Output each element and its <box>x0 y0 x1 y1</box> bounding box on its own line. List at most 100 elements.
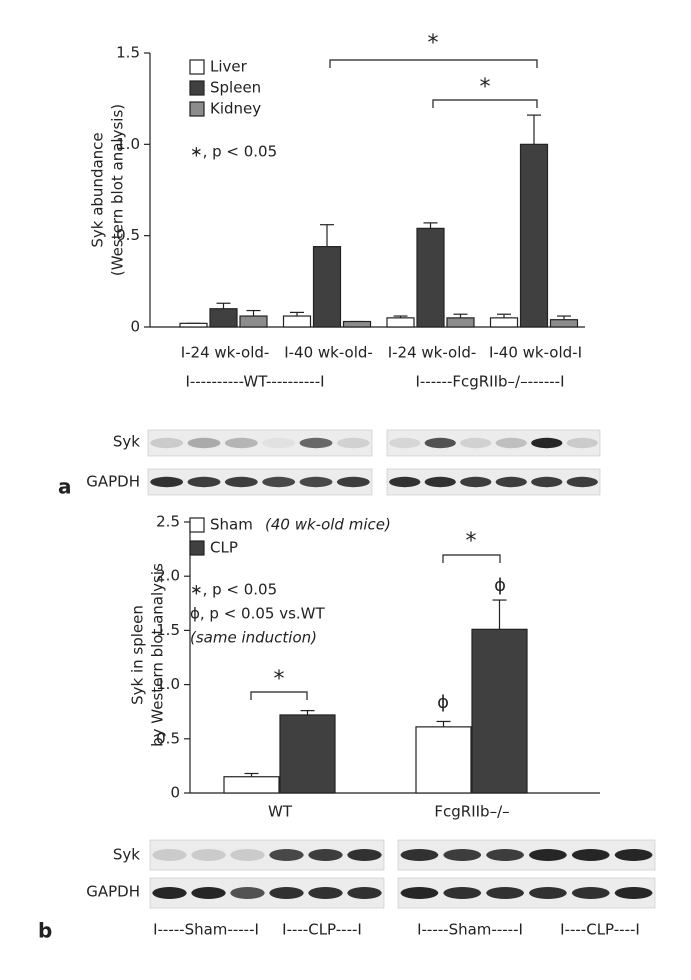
blot-band <box>347 849 382 861</box>
category-group: I----------WT----------I <box>185 373 324 391</box>
legend-label: Spleen <box>210 79 261 97</box>
y-tick-label: 0.5 <box>156 729 180 747</box>
y-tick-label: 0 <box>130 318 140 336</box>
blot-band <box>336 476 370 488</box>
blot-band <box>571 849 610 861</box>
blot-band <box>269 849 304 861</box>
bracket <box>250 691 308 700</box>
legend-swatch <box>189 517 205 533</box>
blot-band <box>443 887 482 899</box>
legend-swatch <box>189 101 205 117</box>
blot-band <box>460 476 492 488</box>
blot-group: I----CLP----I <box>282 921 362 939</box>
bar <box>239 315 268 328</box>
blot-strip <box>386 468 601 496</box>
significance: ϕ <box>437 692 449 713</box>
bar <box>209 308 238 328</box>
x-tick-label: WT <box>268 803 293 821</box>
legend-swatch <box>189 80 205 96</box>
blot-band <box>486 887 524 899</box>
blot-band <box>424 437 456 449</box>
blot-strip <box>397 877 656 909</box>
y-tick-label: 1.5 <box>116 44 140 62</box>
blot-group: I-----Sham-----I <box>417 921 523 939</box>
significance: * <box>428 31 439 56</box>
annotation: ∗, p < 0.05 <box>190 143 277 161</box>
blot-band <box>152 849 187 861</box>
bracket <box>329 59 538 68</box>
blot-group: I----CLP----I <box>560 921 640 939</box>
legend-label: Kidney <box>210 100 261 118</box>
blot-band <box>299 437 333 449</box>
bar <box>549 319 579 328</box>
y-tick-label: 0.5 <box>116 226 140 244</box>
annotation: ∗, p < 0.05 <box>190 581 277 599</box>
bar <box>179 322 208 328</box>
annotation: (same induction) <box>190 629 317 647</box>
blot-band <box>424 476 456 488</box>
legend-swatch <box>189 59 205 75</box>
blot-band <box>269 887 304 899</box>
blot-band <box>495 476 527 488</box>
y-axis-label: by Western blot analysis <box>149 563 167 747</box>
blot-band <box>389 476 421 488</box>
blot-band <box>531 437 563 449</box>
legend-swatch <box>189 540 205 556</box>
bar <box>279 714 336 794</box>
category-group: I------FcgRIIb–/–------I <box>415 373 564 391</box>
blot-band <box>230 849 265 861</box>
bar <box>223 776 280 794</box>
blot-band <box>191 849 226 861</box>
y-axis-label: Syk abundance <box>89 132 107 247</box>
bar <box>415 726 472 794</box>
blot-label: GAPDH <box>86 473 140 491</box>
blot-band <box>230 887 265 899</box>
blot-band <box>187 476 221 488</box>
blot-band <box>531 476 563 488</box>
blot-band <box>529 849 567 861</box>
blot-band <box>571 887 610 899</box>
blot-label: GAPDH <box>86 883 140 901</box>
blot-band <box>308 887 343 899</box>
blot-band <box>486 849 524 861</box>
blot-band <box>614 849 653 861</box>
panel-letter: b <box>38 919 52 943</box>
blot-band <box>566 476 598 488</box>
legend-note: (40 wk-old mice) <box>265 516 391 534</box>
significance: * <box>480 75 491 100</box>
x-tick-label: I-40 wk-old- <box>284 344 373 362</box>
annotation: ϕ, p < 0.05 vs.WT <box>190 605 326 623</box>
x-tick-label: I-40 wk-old-I <box>489 344 582 362</box>
blot-strip <box>149 877 385 909</box>
y-tick-label: 2.0 <box>156 567 180 585</box>
y-tick-label: 1.0 <box>116 135 140 153</box>
blot-label: Syk <box>113 433 140 451</box>
y-tick-label: 0 <box>170 784 180 802</box>
bar <box>416 227 445 328</box>
bar <box>386 317 415 328</box>
blot-band <box>495 437 527 449</box>
blot-band <box>187 437 221 449</box>
significance: ϕ <box>494 575 506 596</box>
bar <box>471 628 528 794</box>
blot-band <box>262 437 296 449</box>
blot-strip <box>397 839 656 871</box>
x-tick-label: I-24 wk-old- <box>388 344 477 362</box>
blot-strip <box>147 468 373 496</box>
blot-band <box>224 476 258 488</box>
blot-band <box>400 887 439 899</box>
blot-band <box>224 437 258 449</box>
bar <box>282 315 312 328</box>
bar <box>312 246 342 328</box>
bracket <box>432 99 538 108</box>
y-axis-label: (Western blot analysis) <box>109 104 127 276</box>
legend-label: Sham <box>210 516 253 534</box>
blot-band <box>299 476 333 488</box>
blot-band <box>336 437 370 449</box>
blot-band <box>347 887 382 899</box>
blot-band <box>150 437 184 449</box>
blot-label: Syk <box>113 846 140 864</box>
blot-band <box>443 849 482 861</box>
bracket <box>442 554 501 563</box>
